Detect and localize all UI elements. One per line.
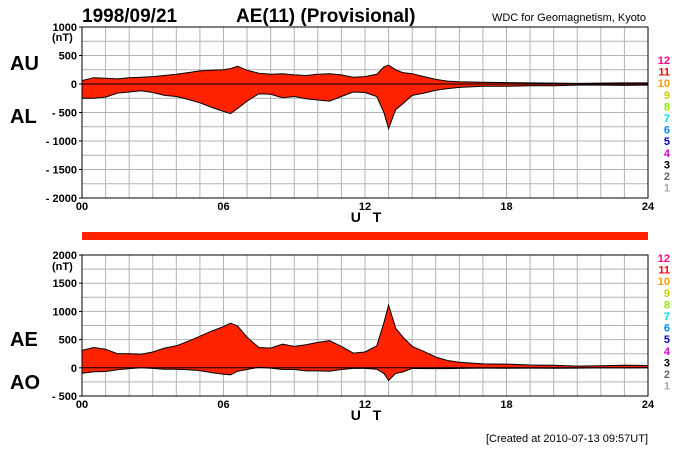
plot-title: AE(11) (Provisional) xyxy=(236,6,416,27)
bottom-unit-label: (nT) xyxy=(52,261,73,273)
legend-item: 5 xyxy=(664,334,670,346)
x-tick-label: 12 xyxy=(359,201,371,213)
y-tick-label: 500 xyxy=(59,335,77,347)
envelope-fill xyxy=(82,65,648,129)
legend-item: 9 xyxy=(664,90,670,102)
legend-item: 8 xyxy=(664,101,670,113)
x-tick-label: 18 xyxy=(500,201,512,213)
x-tick-label: 12 xyxy=(359,399,371,411)
separator-bar xyxy=(82,232,648,240)
legend-item: 8 xyxy=(664,299,670,311)
x-tick-label: 06 xyxy=(217,399,229,411)
legend-item: 1 xyxy=(664,381,670,393)
legend-item: 6 xyxy=(664,125,670,137)
legend-item: 7 xyxy=(664,113,670,125)
legend-item: 11 xyxy=(658,265,670,277)
plot-date: 1998/09/21 xyxy=(82,6,178,27)
legend-item: 2 xyxy=(664,171,670,183)
legend-item: 4 xyxy=(664,346,671,358)
legend-item: 10 xyxy=(658,276,670,288)
y-tick-label: 0 xyxy=(71,79,77,91)
bottom-x-axis-label: U T xyxy=(351,407,386,423)
legend-item: 6 xyxy=(664,323,670,335)
y-tick-label: - 1000 xyxy=(46,136,77,148)
x-tick-label: 00 xyxy=(76,399,88,411)
al-label: AL xyxy=(10,106,37,128)
y-tick-label: 0 xyxy=(71,363,77,375)
series-line-ae xyxy=(81,303,649,367)
top-x-axis-label: U T xyxy=(351,209,386,225)
x-tick-label: 00 xyxy=(76,201,88,213)
legend-item: 12 xyxy=(658,55,670,67)
legend-item: 5 xyxy=(664,136,670,148)
ae-label: AE xyxy=(10,329,38,351)
legend-item: 9 xyxy=(664,288,670,300)
y-tick-label: 1500 xyxy=(53,278,77,290)
legend-item: 2 xyxy=(664,369,670,381)
y-tick-label: - 500 xyxy=(52,391,77,403)
x-tick-label: 06 xyxy=(217,201,229,213)
y-tick-label: - 1500 xyxy=(46,165,77,177)
top-unit-label: (nT) xyxy=(52,32,73,44)
y-tick-label: 2000 xyxy=(53,250,77,262)
plot-frame xyxy=(81,254,649,397)
x-tick-label: 24 xyxy=(642,399,655,411)
x-tick-label: 24 xyxy=(642,201,655,213)
y-tick-label: - 500 xyxy=(52,108,77,120)
data-source: WDC for Geomagnetism, Kyoto xyxy=(492,12,646,24)
legend-item: 12 xyxy=(658,253,670,265)
y-tick-label: - 2000 xyxy=(46,193,77,205)
y-tick-label: 1000 xyxy=(53,306,77,318)
legend-item: 10 xyxy=(658,78,670,90)
legend-item: 3 xyxy=(664,159,670,171)
y-tick-label: 1000 xyxy=(53,22,77,34)
legend-item: 11 xyxy=(658,67,670,79)
legend-item: 1 xyxy=(664,183,670,195)
envelope-fill xyxy=(82,305,648,381)
legend-item: 4 xyxy=(664,148,671,160)
legend-item: 7 xyxy=(664,311,670,323)
ao-label: AO xyxy=(10,372,40,394)
y-tick-label: 500 xyxy=(59,51,77,63)
legend-item: 3 xyxy=(664,357,670,369)
series-line-au xyxy=(81,64,648,84)
created-timestamp: [Created at 2010-07-13 09:57UT] xyxy=(486,433,648,445)
au-label: AU xyxy=(10,53,39,75)
series-line-al xyxy=(82,84,649,131)
x-tick-label: 18 xyxy=(500,399,512,411)
